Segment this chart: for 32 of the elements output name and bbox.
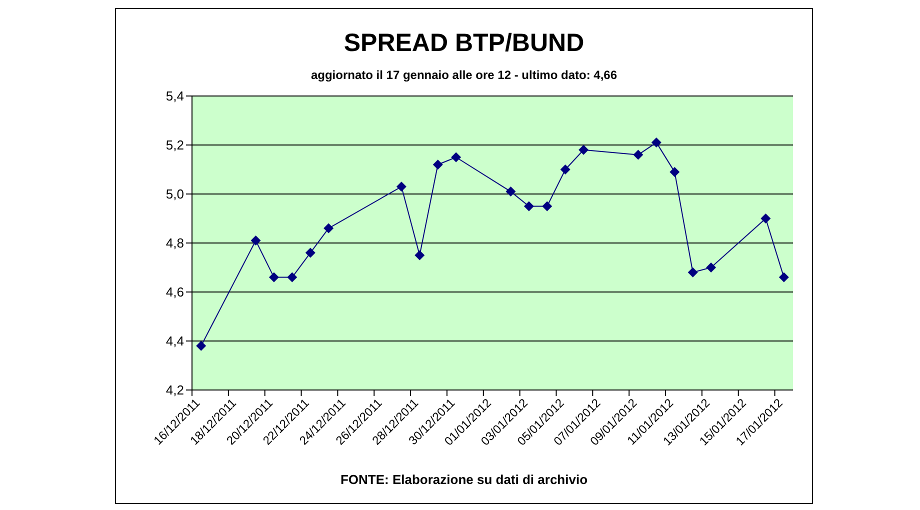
point bbox=[268, 272, 279, 282]
point bbox=[688, 267, 698, 278]
point bbox=[196, 340, 206, 351]
point bbox=[506, 186, 516, 197]
y-tick-label: 4,2 bbox=[166, 382, 184, 398]
point bbox=[324, 223, 334, 234]
point bbox=[651, 138, 662, 148]
point bbox=[778, 272, 789, 282]
point bbox=[451, 152, 462, 162]
y-tick-label: 5,0 bbox=[166, 186, 184, 202]
point bbox=[633, 150, 644, 160]
point bbox=[250, 236, 261, 246]
point bbox=[305, 248, 316, 258]
point bbox=[287, 272, 298, 282]
point bbox=[524, 201, 534, 212]
y-tick-label: 4,6 bbox=[166, 284, 184, 300]
point bbox=[560, 164, 570, 174]
chart-subtitle: aggiornato il 17 gennaio alle ore 12 - ultimo dato: 4,66 bbox=[310, 68, 618, 82]
point bbox=[578, 144, 589, 155]
point bbox=[432, 160, 443, 170]
point bbox=[396, 182, 406, 192]
y-tick-label: 4,8 bbox=[166, 236, 184, 251]
y-tick-label: 4,4 bbox=[166, 334, 184, 349]
y-tick-label: 5,2 bbox=[166, 138, 184, 153]
y-tick-label: 5,4 bbox=[166, 88, 184, 104]
point bbox=[542, 201, 552, 212]
point bbox=[414, 250, 425, 260]
source-note: FONTE: Elaborazione su dati di archivio bbox=[339, 472, 589, 487]
point bbox=[670, 166, 680, 177]
chart-title: SPREAD BTP/BUND bbox=[342, 29, 586, 58]
point bbox=[760, 214, 771, 224]
point bbox=[706, 262, 716, 272]
